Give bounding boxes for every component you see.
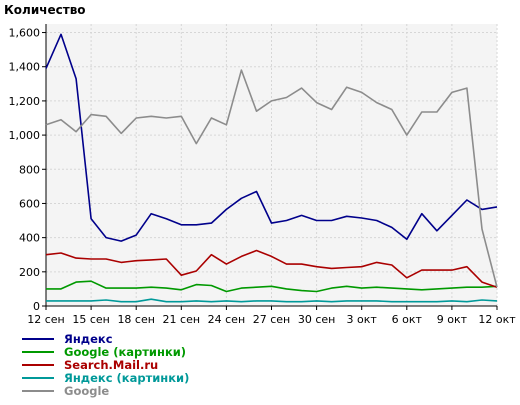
- y-tick-label: 200: [19, 266, 40, 279]
- y-tick-label: 600: [19, 197, 40, 210]
- y-tick-label: 800: [19, 163, 40, 176]
- legend-item-4: Google: [22, 383, 189, 398]
- x-tick-label: 6 окт: [392, 313, 423, 326]
- legend-item-3: Яндекс (картинки): [22, 370, 190, 385]
- legend-swatch: [22, 337, 54, 340]
- x-tick-label: 27 сен: [253, 313, 291, 326]
- legend-label: Search.Mail.ru: [64, 357, 159, 372]
- line-chart: 0 200 400 600 800 1,000 1,200 1,400 1,600 12 сен 1…: [9, 24, 516, 326]
- legend-item-2: Search.Mail.ru: [22, 357, 189, 372]
- y-tick-label: 1,000: [9, 129, 41, 142]
- series-line-3: [46, 298, 498, 303]
- legend-item-1: Google (картинки): [22, 344, 189, 359]
- x-tick-label: 12 сен: [27, 313, 65, 326]
- x-tick-label: 15 сен: [72, 313, 110, 326]
- series-line-0: [45, 33, 498, 242]
- legend-label: Яндекс (картинки): [64, 370, 190, 385]
- legend-item-0: Яндекс: [22, 331, 189, 346]
- x-tick-label: 21 сен: [163, 313, 201, 326]
- legend: Яндекс Google (картинки) Search.Mail.ru Янд…: [22, 331, 190, 398]
- x-tick-label: 30 сен: [298, 313, 336, 326]
- y-tick-label: 1,200: [9, 95, 41, 108]
- chart-title: Количество: [4, 3, 86, 17]
- legend-label: Google: [64, 383, 110, 398]
- legend-label: Яндекс: [64, 331, 113, 346]
- y-tick-label: 1,600: [9, 27, 41, 40]
- y-tick-label: 0: [33, 300, 40, 313]
- legend-swatch: [22, 389, 54, 392]
- x-tick-label: 18 сен: [117, 313, 155, 326]
- legend-swatch: [22, 376, 54, 379]
- x-tick-label: 9 окт: [437, 313, 468, 326]
- series-line-2: [45, 249, 498, 288]
- y-tick-label: 1,400: [9, 61, 41, 74]
- x-tick-label: 12 окт: [478, 313, 516, 326]
- series-line-4: [45, 69, 498, 288]
- y-tick-label: 400: [19, 232, 40, 245]
- x-tick-label: 24 сен: [208, 313, 246, 326]
- legend-swatch: [22, 363, 54, 366]
- legend-swatch: [22, 350, 54, 353]
- series-line-1: [46, 280, 498, 293]
- x-tick-label: 3 окт: [347, 313, 378, 326]
- legend-label: Google (картинки): [64, 344, 187, 359]
